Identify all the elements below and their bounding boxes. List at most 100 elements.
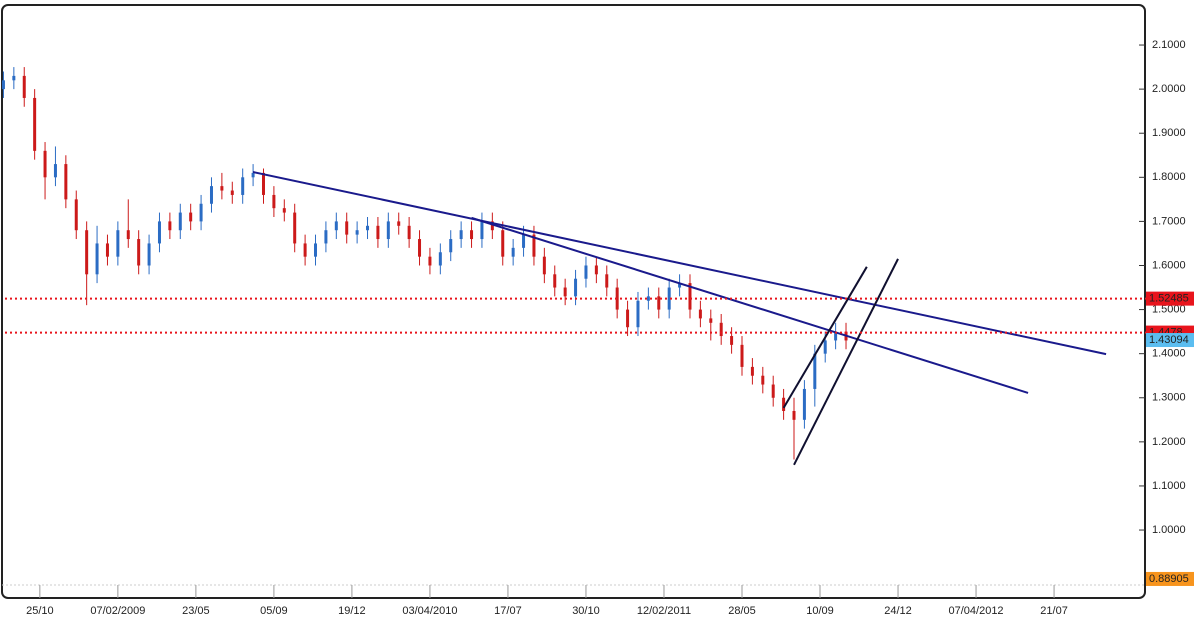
price-tag-label: 1.52485	[1149, 293, 1189, 305]
y-tick-label: 1.0000	[1152, 524, 1186, 536]
y-tick-label: 1.9000	[1152, 127, 1186, 139]
y-tick-label: 1.5000	[1152, 303, 1186, 315]
candle-body	[605, 274, 609, 288]
candle-body	[667, 287, 671, 310]
candle-body	[334, 221, 338, 231]
candle-body	[105, 243, 109, 257]
trend-line	[782, 266, 868, 409]
candle-body	[584, 265, 588, 279]
candle-body	[490, 221, 494, 231]
x-tick-label: 30/10	[572, 605, 600, 617]
trend-line	[793, 258, 899, 466]
candle-body	[418, 239, 422, 257]
y-tick-label: 2.1000	[1152, 39, 1186, 51]
x-tick-label: 21/07	[1040, 605, 1068, 617]
candle-body	[449, 239, 453, 253]
x-tick-label: 03/04/2010	[402, 605, 457, 617]
candle-body	[272, 194, 276, 209]
candle-body	[126, 230, 130, 240]
candle-body	[241, 177, 245, 195]
candle-body	[740, 344, 744, 367]
candle-body	[563, 287, 567, 297]
candle-body	[282, 208, 286, 213]
candle-body	[95, 243, 99, 275]
x-tick-label: 12/02/2011	[637, 605, 691, 617]
candle-body	[678, 283, 682, 288]
candle-body	[646, 296, 650, 301]
candle-body	[199, 203, 203, 222]
candle-body	[542, 256, 546, 275]
candle-body	[189, 212, 193, 222]
candle-body	[366, 225, 370, 231]
candle-body	[553, 274, 557, 288]
price-tag-label: 1.43094	[1149, 334, 1189, 346]
price-tag	[1146, 571, 1194, 586]
candle-body	[251, 172, 255, 178]
candle-body	[33, 97, 37, 151]
candle-body	[324, 230, 328, 244]
x-tick-label: 19/12	[338, 605, 366, 617]
x-tick-label: 23/05	[182, 605, 210, 617]
y-tick-label: 2.0000	[1152, 83, 1186, 95]
candle-body	[459, 230, 463, 240]
y-tick-label: 1.2000	[1152, 436, 1186, 448]
candle-body	[574, 278, 578, 297]
candle-body	[626, 309, 630, 328]
candle-body	[771, 384, 775, 398]
candle-body	[386, 221, 390, 240]
candle-body	[147, 243, 151, 266]
y-tick-label: 1.7000	[1152, 215, 1186, 227]
candle-body	[85, 230, 89, 275]
candle-body	[314, 243, 318, 257]
y-tick-label: 1.3000	[1152, 392, 1186, 404]
x-tick-label: 07/04/2012	[949, 605, 1004, 617]
candle-body	[220, 186, 224, 191]
candle-body	[594, 265, 598, 275]
candle-body	[688, 283, 692, 310]
candle-body	[293, 212, 297, 244]
y-tick-label: 1.4000	[1152, 348, 1186, 360]
candle-body	[719, 322, 723, 337]
candle-body	[698, 309, 702, 319]
x-tick-label: 24/12	[884, 605, 912, 617]
candle-body	[730, 336, 734, 345]
candle-body	[168, 221, 172, 231]
candle-body	[823, 340, 827, 354]
candle-body	[178, 212, 182, 231]
candle-body	[792, 410, 796, 420]
candle-body	[53, 164, 57, 178]
candle-body	[376, 225, 380, 240]
price-tag	[1146, 291, 1194, 306]
candle-body	[397, 221, 401, 226]
candle-body	[230, 190, 234, 195]
y-tick-label: 1.8000	[1152, 171, 1186, 183]
candle-body	[43, 150, 47, 178]
candle-body	[802, 388, 806, 420]
candle-body	[116, 230, 120, 257]
candle-body	[480, 221, 484, 240]
candle-body	[12, 75, 16, 81]
candle-body	[782, 397, 786, 411]
y-tick-label: 1.6000	[1152, 259, 1186, 271]
candle-body	[813, 353, 817, 389]
candle-body	[615, 287, 619, 310]
candle-body	[511, 247, 515, 257]
candle-body	[501, 230, 505, 257]
candle-body	[407, 225, 411, 240]
candle-body	[303, 243, 307, 257]
trend-line	[471, 216, 1029, 394]
price-tag	[1146, 333, 1194, 348]
x-tick-label: 17/07	[494, 605, 522, 617]
x-tick-label: 05/09	[260, 605, 288, 617]
y-tick-label: 1.1000	[1152, 480, 1186, 492]
candle-body	[532, 234, 536, 257]
candle-body	[750, 366, 754, 376]
candle-body	[209, 186, 213, 204]
x-tick-label: 10/09	[806, 605, 834, 617]
candle-body	[157, 221, 161, 244]
candle-body	[438, 252, 442, 266]
price-tag-label: 0.88905	[1149, 573, 1189, 585]
x-tick-label: 07/02/2009	[90, 605, 145, 617]
candle-body	[137, 239, 141, 266]
